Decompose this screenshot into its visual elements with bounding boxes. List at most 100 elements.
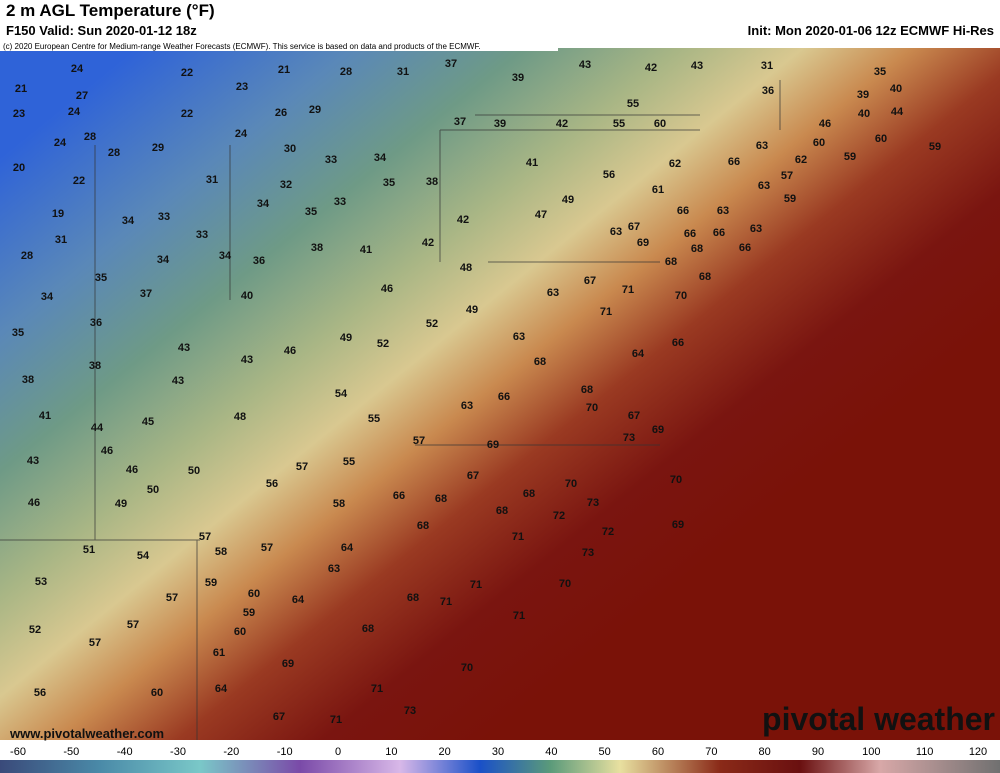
temperature-label: 57 <box>89 637 101 649</box>
temperature-label: 51 <box>83 544 95 556</box>
temperature-label: 54 <box>137 550 150 562</box>
temperature-label: 31 <box>55 234 67 246</box>
temperature-label: 41 <box>39 410 51 422</box>
colorbar-tick-label: 110 <box>916 746 934 758</box>
temperature-label: 52 <box>377 338 389 350</box>
temperature-label: 46 <box>819 118 831 130</box>
temperature-label: 42 <box>422 237 434 249</box>
temperature-label: 60 <box>248 588 260 600</box>
temperature-label: 35 <box>383 177 395 189</box>
temperature-label: 41 <box>360 244 372 256</box>
temperature-label: 71 <box>330 714 342 726</box>
temperature-label: 68 <box>665 256 677 268</box>
title: 2 m AGL Temperature (°F) <box>6 1 215 20</box>
colorbar-tick-label: -10 <box>277 746 293 758</box>
temperature-label: 71 <box>513 610 525 622</box>
temperature-label: 33 <box>196 229 208 241</box>
temperature-label: 68 <box>417 520 429 532</box>
temperature-label: 63 <box>610 226 622 238</box>
temperature-label: 59 <box>784 193 796 205</box>
colorbar-tick-label: 80 <box>759 746 771 758</box>
temperature-label: 19 <box>52 208 64 220</box>
colorbar-tick-label: 100 <box>862 746 880 758</box>
temperature-label: 22 <box>181 108 193 120</box>
temperature-label: 43 <box>579 59 591 71</box>
colorbar-tick-label: 60 <box>652 746 664 758</box>
temperature-label: 68 <box>581 384 593 396</box>
temperature-label: 72 <box>553 510 565 522</box>
temperature-label: 43 <box>27 455 39 467</box>
temperature-label: 68 <box>496 505 508 517</box>
temperature-label: 57 <box>296 461 308 473</box>
temperature-label: 40 <box>858 108 870 120</box>
temperature-label: 31 <box>206 174 218 186</box>
temperature-label: 53 <box>35 576 47 588</box>
temperature-label: 66 <box>393 490 405 502</box>
temperature-label: 59 <box>243 607 255 619</box>
temperature-label: 59 <box>205 577 217 589</box>
temperature-label: 24 <box>54 137 67 149</box>
temperature-label: 59 <box>844 151 856 163</box>
temperature-label: 26 <box>275 107 287 119</box>
temperature-label: 57 <box>127 619 139 631</box>
temperature-label: 54 <box>335 388 348 400</box>
valid-time: F150 Valid: Sun 2020-01-12 18z <box>6 23 197 38</box>
temperature-label: 22 <box>181 67 193 79</box>
temperature-label: 73 <box>623 432 635 444</box>
temperature-label: 70 <box>675 290 687 302</box>
temperature-label: 58 <box>333 498 345 510</box>
temperature-label: 21 <box>278 64 290 76</box>
temperature-label: 34 <box>122 215 135 227</box>
init-time: Init: Mon 2020-01-06 12z ECMWF Hi-Res <box>748 23 994 38</box>
temperature-label: 56 <box>603 169 615 181</box>
temperature-label: 68 <box>407 592 419 604</box>
colorbar-tick-label: 40 <box>545 746 557 758</box>
temperature-label: 46 <box>284 345 296 357</box>
temperature-label: 64 <box>215 683 228 695</box>
temperature-label: 23 <box>13 108 25 120</box>
temperature-label: 68 <box>523 488 535 500</box>
temperature-label: 64 <box>341 542 354 554</box>
temperature-label: 27 <box>76 90 88 102</box>
temperature-label: 37 <box>445 58 457 70</box>
temperature-label: 28 <box>108 147 120 159</box>
temperature-label: 66 <box>728 156 740 168</box>
temperature-label: 45 <box>142 416 154 428</box>
colorbar-tick-label: -30 <box>170 746 186 758</box>
temperature-label: 57 <box>166 592 178 604</box>
temperature-label: 37 <box>140 288 152 300</box>
temperature-label: 46 <box>28 497 40 509</box>
temperature-label: 67 <box>467 470 479 482</box>
temperature-label: 70 <box>670 474 682 486</box>
temperature-label: 24 <box>71 63 84 75</box>
temperature-label: 60 <box>813 137 825 149</box>
temperature-label: 61 <box>652 184 664 196</box>
temperature-label: 68 <box>362 623 374 635</box>
temperature-label: 35 <box>305 206 317 218</box>
temperature-label: 57 <box>781 170 793 182</box>
temperature-label: 38 <box>22 374 34 386</box>
temperature-label: 69 <box>487 439 499 451</box>
colorbar-tick-label: 120 <box>969 746 987 758</box>
temperature-label: 36 <box>90 317 102 329</box>
temperature-label: 66 <box>672 337 684 349</box>
temperature-label: 21 <box>15 83 27 95</box>
temperature-label: 70 <box>565 478 577 490</box>
temperature-label: 32 <box>280 179 292 191</box>
temperature-label: 43 <box>172 375 184 387</box>
temperature-label: 63 <box>461 400 473 412</box>
temperature-label: 60 <box>654 118 666 130</box>
temperature-label: 33 <box>334 196 346 208</box>
temperature-label: 43 <box>178 342 190 354</box>
temperature-label: 56 <box>266 478 278 490</box>
temperature-label: 52 <box>426 318 438 330</box>
temperature-label: 57 <box>199 531 211 543</box>
temperature-label: 68 <box>691 243 703 255</box>
temperature-label: 71 <box>600 306 612 318</box>
temperature-label: 63 <box>756 140 768 152</box>
temperature-label: 66 <box>713 227 725 239</box>
temperature-label: 67 <box>628 410 640 422</box>
temperature-label: 33 <box>158 211 170 223</box>
temperature-label: 34 <box>257 198 270 210</box>
temperature-label: 55 <box>368 413 380 425</box>
